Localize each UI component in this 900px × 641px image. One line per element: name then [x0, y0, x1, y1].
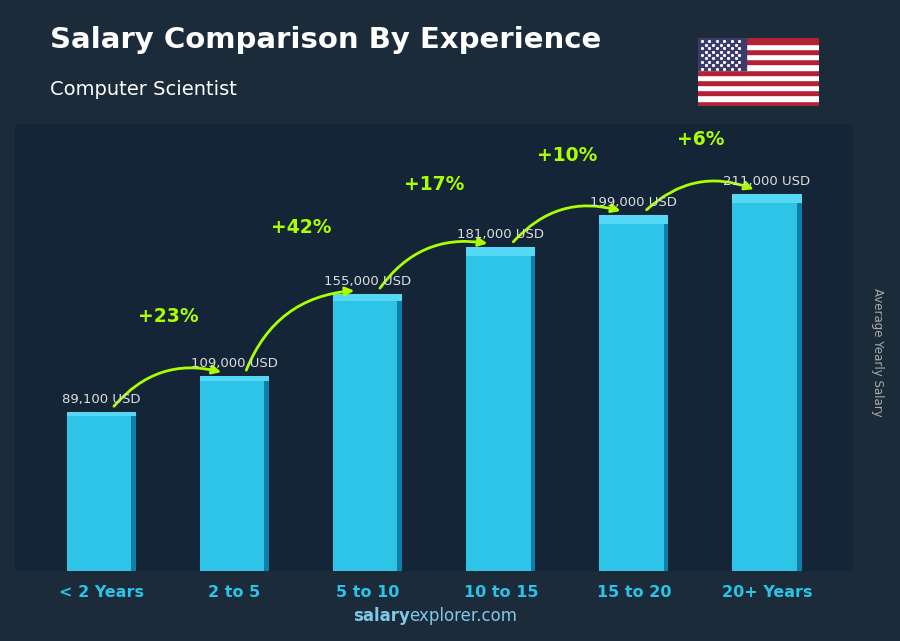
Text: +17%: +17% [404, 175, 464, 194]
Bar [698, 101, 819, 106]
Text: 109,000 USD: 109,000 USD [191, 357, 278, 370]
Bar [698, 38, 746, 69]
Text: salary: salary [353, 607, 410, 625]
FancyBboxPatch shape [265, 376, 269, 572]
Bar [698, 44, 819, 49]
Text: 155,000 USD: 155,000 USD [324, 275, 411, 288]
Text: Computer Scientist: Computer Scientist [50, 80, 237, 99]
FancyBboxPatch shape [67, 412, 136, 572]
Text: Average Yearly Salary: Average Yearly Salary [871, 288, 884, 417]
Text: explorer.com: explorer.com [410, 607, 518, 625]
FancyBboxPatch shape [398, 294, 402, 572]
Text: Salary Comparison By Experience: Salary Comparison By Experience [50, 26, 601, 54]
FancyBboxPatch shape [333, 294, 402, 572]
Bar [698, 75, 819, 80]
Text: 199,000 USD: 199,000 USD [590, 196, 678, 209]
Bar [698, 54, 819, 59]
FancyBboxPatch shape [796, 194, 802, 572]
FancyBboxPatch shape [663, 215, 669, 572]
Text: +42%: +42% [271, 218, 331, 237]
FancyBboxPatch shape [599, 215, 669, 224]
FancyBboxPatch shape [67, 412, 136, 416]
FancyBboxPatch shape [466, 247, 536, 256]
Bar [698, 64, 819, 69]
Bar [698, 85, 819, 90]
FancyBboxPatch shape [599, 215, 669, 572]
Text: 89,100 USD: 89,100 USD [62, 393, 140, 406]
Bar [698, 90, 819, 96]
Text: 211,000 USD: 211,000 USD [724, 174, 811, 188]
FancyBboxPatch shape [733, 194, 802, 203]
FancyBboxPatch shape [131, 412, 136, 572]
FancyBboxPatch shape [733, 194, 802, 572]
Text: +10%: +10% [537, 146, 598, 165]
Bar [698, 49, 819, 54]
Text: +23%: +23% [138, 307, 198, 326]
FancyBboxPatch shape [466, 247, 536, 572]
Text: 181,000 USD: 181,000 USD [457, 228, 544, 241]
FancyBboxPatch shape [531, 247, 536, 572]
Text: +6%: +6% [677, 130, 724, 149]
Bar [698, 96, 819, 101]
FancyBboxPatch shape [200, 376, 269, 381]
FancyBboxPatch shape [200, 376, 269, 572]
Bar [698, 38, 819, 44]
Bar [698, 59, 819, 64]
Bar [698, 80, 819, 85]
FancyBboxPatch shape [333, 294, 402, 301]
Bar [698, 69, 819, 75]
